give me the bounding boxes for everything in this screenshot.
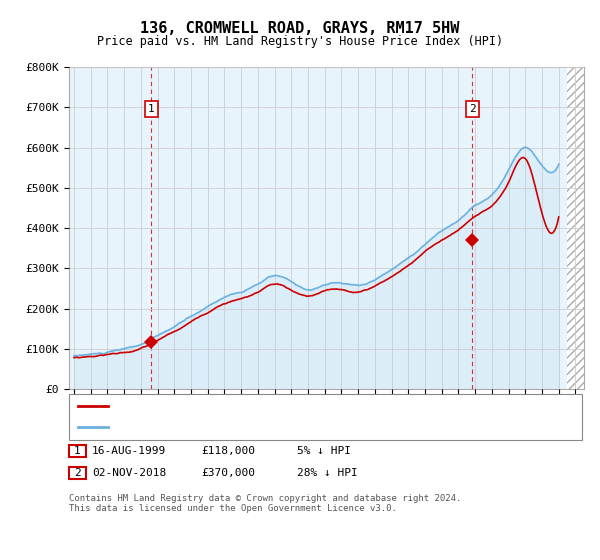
Text: 1: 1 bbox=[148, 104, 155, 114]
Text: 2: 2 bbox=[469, 104, 476, 114]
Text: 16-AUG-1999: 16-AUG-1999 bbox=[92, 446, 166, 456]
Text: 136, CROMWELL ROAD, GRAYS, RM17 5HW: 136, CROMWELL ROAD, GRAYS, RM17 5HW bbox=[140, 21, 460, 36]
Text: HPI: Average price, detached house, Thurrock: HPI: Average price, detached house, Thur… bbox=[114, 422, 389, 432]
Text: £118,000: £118,000 bbox=[201, 446, 255, 456]
Text: 136, CROMWELL ROAD, GRAYS, RM17 5HW (detached house): 136, CROMWELL ROAD, GRAYS, RM17 5HW (det… bbox=[114, 401, 439, 411]
Text: 5% ↓ HPI: 5% ↓ HPI bbox=[297, 446, 351, 456]
Text: Contains HM Land Registry data © Crown copyright and database right 2024.
This d: Contains HM Land Registry data © Crown c… bbox=[69, 494, 461, 514]
Text: 28% ↓ HPI: 28% ↓ HPI bbox=[297, 468, 358, 478]
Text: 02-NOV-2018: 02-NOV-2018 bbox=[92, 468, 166, 478]
Text: 1: 1 bbox=[74, 446, 81, 456]
Text: 2: 2 bbox=[74, 468, 81, 478]
Text: £370,000: £370,000 bbox=[201, 468, 255, 478]
Text: Price paid vs. HM Land Registry's House Price Index (HPI): Price paid vs. HM Land Registry's House … bbox=[97, 35, 503, 48]
